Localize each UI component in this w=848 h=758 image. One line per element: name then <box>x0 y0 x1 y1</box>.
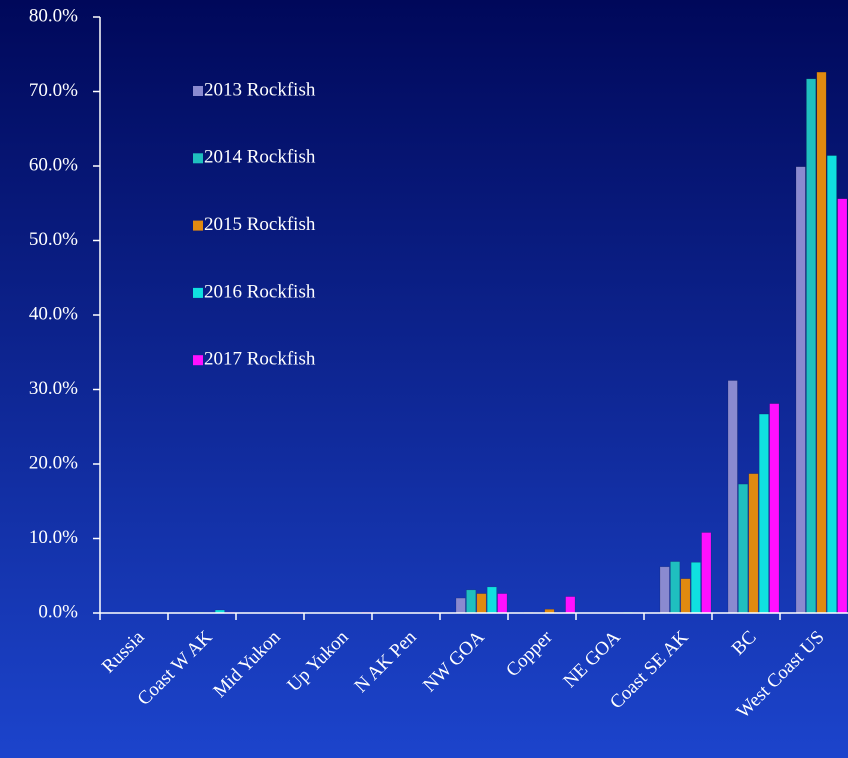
y-tick-label: 50.0% <box>29 229 78 250</box>
bar <box>701 532 712 614</box>
y-tick-label: 70.0% <box>29 80 78 101</box>
legend-label: 2016 Rockfish <box>204 281 316 302</box>
y-tick-label: 10.0% <box>29 527 78 548</box>
bar <box>816 71 827 614</box>
bar <box>476 593 487 614</box>
y-tick-label: 40.0% <box>29 303 78 324</box>
legend-swatch <box>193 86 203 96</box>
bar <box>466 589 477 614</box>
legend-label: 2013 Rockfish <box>204 79 316 100</box>
legend-label: 2017 Rockfish <box>204 349 316 370</box>
legend-swatch <box>193 153 203 164</box>
bar <box>758 413 769 614</box>
legend-label: 2015 Rockfish <box>204 214 316 235</box>
bar <box>680 578 691 614</box>
y-tick-label: 60.0% <box>29 154 78 175</box>
bar <box>738 483 749 614</box>
bar <box>727 380 738 614</box>
bar <box>659 566 670 614</box>
y-tick-label: 30.0% <box>29 378 78 399</box>
bar <box>748 473 759 614</box>
y-tick-label: 80.0% <box>29 5 78 26</box>
bar <box>690 562 701 614</box>
bar <box>769 403 780 614</box>
legend-label: 2014 Rockfish <box>204 147 316 168</box>
bar <box>806 78 817 614</box>
y-tick-label: 0.0% <box>38 601 78 622</box>
bar <box>795 166 806 614</box>
y-tick-label: 20.0% <box>29 452 78 473</box>
bar <box>455 597 466 614</box>
bar <box>837 198 848 614</box>
bar <box>565 596 576 614</box>
bar <box>670 561 681 614</box>
legend-swatch <box>193 287 203 298</box>
bar <box>497 593 508 614</box>
bar <box>826 155 837 614</box>
bar <box>486 586 497 614</box>
legend-swatch <box>193 355 203 366</box>
legend-swatch <box>193 220 203 231</box>
